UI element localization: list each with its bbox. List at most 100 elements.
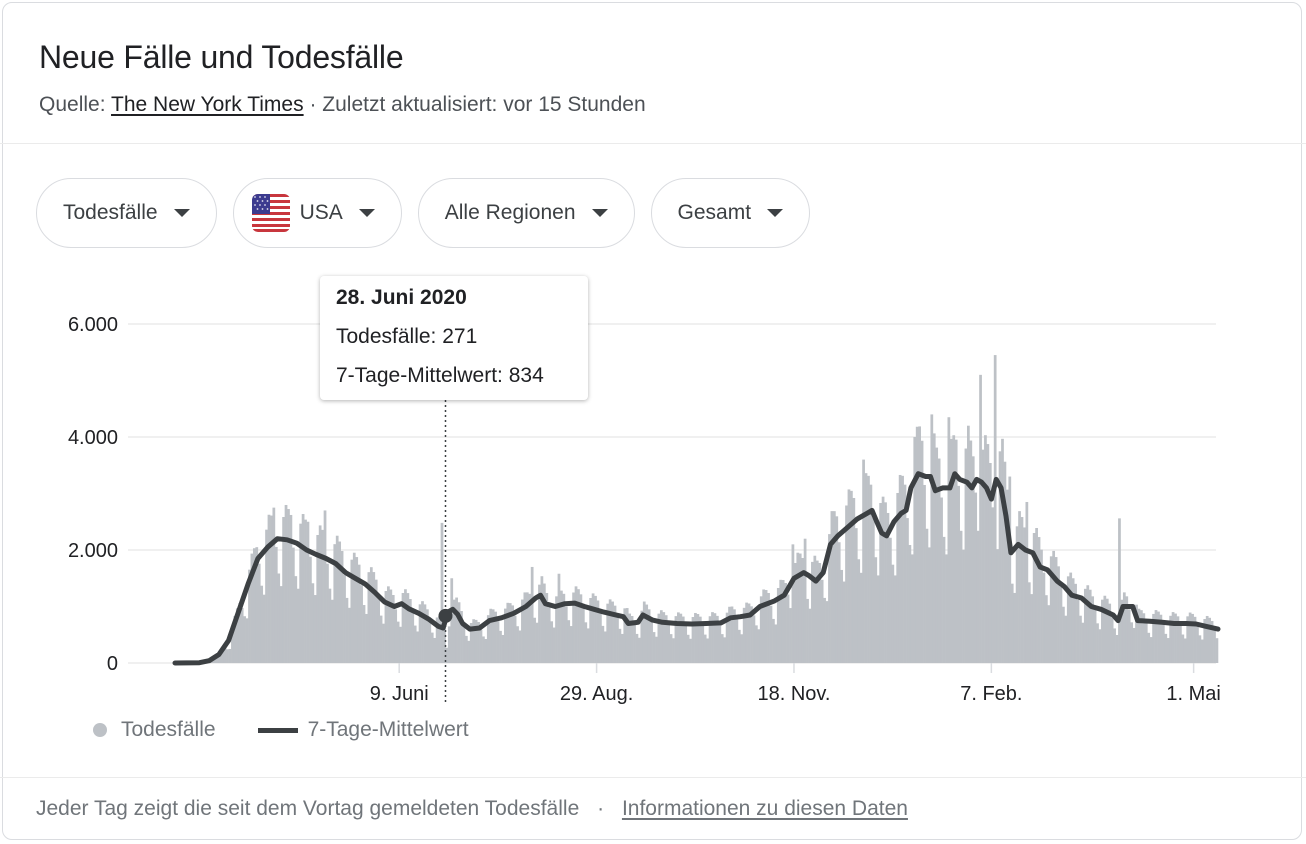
daily-deaths-bar	[871, 518, 875, 663]
daily-deaths-bar	[762, 589, 766, 663]
daily-deaths-bar	[645, 604, 649, 663]
source-link[interactable]: The New York Times	[111, 93, 304, 116]
daily-deaths-bar	[389, 589, 393, 663]
daily-deaths-bar	[991, 507, 995, 663]
daily-deaths-bar	[988, 462, 992, 663]
daily-deaths-bar	[435, 617, 439, 663]
daily-deaths-bar	[301, 514, 305, 663]
daily-deaths-bar	[460, 610, 463, 663]
daily-deaths-bar	[1193, 616, 1197, 663]
daily-deaths-bar	[274, 546, 278, 663]
region-dropdown[interactable]: Alle Regionen	[417, 178, 635, 248]
daily-deaths-bar	[299, 523, 303, 663]
daily-deaths-bar	[477, 621, 480, 663]
daily-deaths-bar	[657, 613, 661, 663]
daily-deaths-bar	[840, 569, 844, 663]
daily-deaths-bar	[1164, 633, 1168, 663]
metric-dropdown[interactable]: Todesfälle	[36, 178, 217, 248]
footer-separator: ·	[597, 797, 605, 820]
footer: Jeder Tag zeigt die seit dem Vortag geme…	[36, 797, 908, 821]
daily-deaths-bar	[1198, 635, 1202, 663]
daily-deaths-bar	[326, 563, 329, 663]
daily-deaths-bar	[401, 592, 405, 663]
daily-deaths-bar	[628, 613, 632, 663]
daily-deaths-bar	[330, 599, 334, 663]
daily-deaths-bar	[1040, 549, 1043, 663]
daily-deaths-bar	[545, 592, 549, 663]
daily-deaths-bar	[226, 649, 229, 663]
daily-deaths-bar	[1210, 620, 1214, 663]
daily-deaths-bar	[542, 583, 546, 663]
daily-deaths-bar	[323, 510, 327, 663]
daily-deaths-bar	[1074, 583, 1077, 663]
daily-deaths-bar	[469, 622, 473, 663]
daily-deaths-bar	[945, 554, 948, 663]
daily-deaths-bar	[606, 603, 610, 663]
daily-deaths-bar	[1205, 615, 1209, 663]
daily-deaths-bar	[913, 437, 917, 663]
daily-deaths-bar	[1076, 599, 1080, 663]
daily-deaths-bar	[1169, 615, 1172, 663]
daily-deaths-bar	[984, 435, 987, 663]
daily-deaths-bar	[1005, 489, 1009, 663]
daily-deaths-bar	[1093, 609, 1097, 663]
daily-deaths-bar	[786, 594, 790, 663]
region-dropdown-label: Alle Regionen	[444, 201, 576, 224]
daily-deaths-bar	[228, 648, 232, 663]
daily-deaths-bar	[516, 626, 519, 663]
daily-deaths-bar	[633, 624, 636, 663]
daily-deaths-bar	[289, 514, 293, 663]
daily-deaths-bar	[535, 622, 539, 663]
daily-deaths-bar	[640, 610, 644, 663]
daily-deaths-bar	[896, 492, 900, 663]
daily-deaths-bar	[294, 576, 298, 663]
daily-deaths-bar	[1081, 622, 1085, 663]
hover-point-marker	[438, 608, 453, 623]
daily-deaths-bar	[382, 623, 385, 663]
daily-deaths-bar	[238, 602, 242, 663]
chart-legend: Todesfälle 7-Tage-Mittelwert	[93, 718, 469, 742]
daily-deaths-bar	[1052, 550, 1056, 663]
daily-deaths-bar	[974, 492, 978, 663]
daily-deaths-bar	[920, 440, 924, 663]
daily-deaths-bar	[267, 514, 271, 663]
daily-deaths-bar	[857, 559, 861, 663]
daily-deaths-bar	[528, 593, 532, 663]
daily-deaths-bar	[233, 615, 237, 663]
daily-deaths-bar	[328, 588, 332, 663]
daily-deaths-bar	[221, 648, 225, 663]
data-info-link[interactable]: Informationen zu diesen Daten	[621, 797, 908, 820]
daily-deaths-bar	[511, 605, 515, 663]
daily-deaths-bar	[769, 605, 773, 663]
tooltip-average: 7-Tage-Mittelwert: 834	[336, 364, 544, 387]
daily-deaths-bar	[277, 573, 281, 663]
daily-deaths-bar	[1122, 592, 1126, 663]
daily-deaths-bar	[396, 621, 400, 663]
daily-deaths-bar	[1174, 613, 1177, 663]
daily-deaths-bar	[250, 553, 254, 663]
daily-deaths-bar	[915, 426, 919, 663]
daily-deaths-bar	[889, 537, 892, 663]
daily-deaths-bar	[525, 592, 529, 663]
daily-deaths-bar	[942, 536, 946, 663]
daily-deaths-bar	[211, 660, 215, 663]
country-dropdown[interactable]: USA	[232, 178, 402, 248]
daily-deaths-bar	[1127, 609, 1131, 663]
period-dropdown[interactable]: Gesamt	[650, 178, 811, 248]
metric-dropdown-label: Todesfälle	[63, 201, 158, 224]
daily-deaths-bar	[384, 590, 388, 663]
daily-deaths-bar	[1176, 616, 1180, 663]
daily-deaths-bar	[928, 547, 931, 663]
daily-deaths-bar	[379, 615, 383, 663]
daily-deaths-bar	[754, 625, 758, 663]
daily-deaths-bar	[218, 652, 222, 663]
daily-deaths-bar	[345, 597, 349, 663]
daily-deaths-bar	[1079, 615, 1082, 663]
daily-deaths-bar	[979, 374, 982, 663]
daily-deaths-bar	[1161, 624, 1165, 663]
daily-deaths-bar	[462, 625, 466, 663]
daily-deaths-bar	[842, 581, 846, 663]
daily-deaths-bar	[552, 627, 556, 663]
